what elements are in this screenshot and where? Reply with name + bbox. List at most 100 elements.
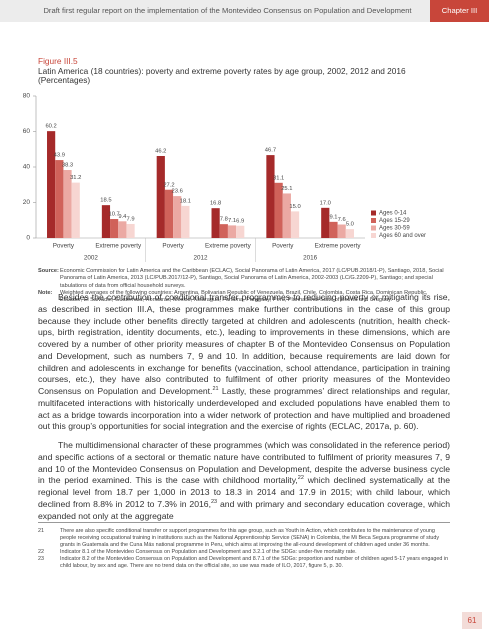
- bar: [266, 155, 275, 238]
- figure-label: Figure III.5: [38, 56, 78, 66]
- value-label: 25.1: [281, 186, 292, 192]
- footnote-ref: 21: [212, 386, 219, 393]
- bar: [282, 193, 291, 238]
- legend-swatch: [371, 233, 376, 238]
- y-tick-label: 0: [26, 235, 30, 242]
- group-label: 2016: [303, 255, 318, 262]
- footnote-number: 23: [38, 556, 44, 562]
- value-label: 16.8: [210, 201, 221, 207]
- x-tick-label: Extreme poverty: [315, 243, 362, 250]
- footnote-text: Indicator 8.2 of the Montevideo Consensu…: [60, 556, 449, 569]
- footnote-ref: 22: [297, 475, 304, 482]
- value-label: 31.1: [273, 175, 284, 181]
- value-label: 7.6: [338, 217, 346, 223]
- value-label: 23.6: [172, 189, 183, 195]
- bar: [219, 224, 228, 238]
- value-label: 18.5: [100, 198, 111, 204]
- bar: [110, 219, 119, 238]
- y-tick-label: 60: [23, 128, 31, 135]
- bar: [63, 170, 72, 238]
- x-tick-label: Poverty: [162, 243, 184, 250]
- y-tick-label: 80: [23, 93, 31, 100]
- y-tick-label: 20: [23, 199, 31, 206]
- bar: [156, 155, 165, 238]
- footnote: 22 Indicator 8.1 of the Montevideo Consen…: [38, 549, 450, 556]
- footnotes: 21 There are also specific conditional tr…: [38, 528, 450, 570]
- legend-label: Ages 30-59: [379, 226, 410, 232]
- note-text: Weighted averages of the following count…: [60, 289, 428, 304]
- bar: [345, 229, 354, 238]
- bar: [321, 207, 330, 238]
- x-tick-label: Extreme poverty: [205, 243, 252, 250]
- footnote-number: 22: [38, 549, 44, 555]
- value-label: 38.3: [62, 163, 73, 169]
- bar: [337, 224, 346, 238]
- group-label: 2012: [193, 255, 208, 262]
- value-label: 10.7: [109, 212, 120, 218]
- bar: [181, 205, 190, 238]
- value-label: 60.2: [45, 124, 56, 130]
- value-label: 43.9: [54, 153, 65, 159]
- paragraph-text: Lastly, these programmes’ direct relatio…: [38, 386, 451, 432]
- x-tick-label: Extreme poverty: [95, 243, 142, 250]
- value-label: 46.7: [265, 148, 276, 154]
- paragraph-text: Besides the contribution of conditional …: [38, 292, 450, 396]
- note-key: Source:: [38, 268, 59, 274]
- x-tick-label: Poverty: [53, 243, 75, 250]
- header-bar: [0, 0, 489, 22]
- value-label: 18.1: [180, 198, 191, 204]
- bar: [274, 182, 283, 238]
- footnote: 23 Indicator 8.2 of the Montevideo Consen…: [38, 556, 450, 570]
- x-tick-label: Poverty: [272, 243, 294, 250]
- legend-label: Ages 60 and over: [379, 233, 426, 239]
- value-label: 7.8: [220, 217, 228, 223]
- bar: [71, 182, 80, 238]
- legend-swatch: [371, 218, 376, 223]
- legend-swatch: [371, 210, 376, 216]
- value-label: 7.9: [127, 217, 135, 223]
- bar: [118, 221, 127, 238]
- paragraph-text: which declined systematically at the reg…: [38, 475, 450, 509]
- footnote-number: 21: [38, 528, 44, 534]
- footnote-ref: 23: [210, 498, 218, 505]
- legend-label: Ages 0-14: [379, 211, 407, 217]
- note-text: Economic Commission for Latin America an…: [60, 268, 444, 289]
- bar: [173, 196, 182, 238]
- group-label: 2002: [84, 255, 99, 262]
- figure-title: Latin America (18 countries): poverty an…: [38, 66, 406, 76]
- bar: [126, 223, 135, 238]
- header-title: Draft first regular report on the implem…: [43, 6, 412, 15]
- legend-label: Ages 15-29: [379, 218, 410, 224]
- footnote: 21 There are also specific conditional tr…: [38, 528, 450, 549]
- bar: [329, 221, 338, 238]
- note-row: Note: Weighted averages of the following …: [38, 290, 450, 305]
- legend-swatch: [371, 225, 376, 231]
- value-label: 31.2: [70, 175, 81, 181]
- bar: [164, 189, 174, 238]
- value-label: 9.1: [329, 214, 337, 220]
- bar: [211, 208, 220, 238]
- bar: [227, 225, 237, 238]
- figure-notes: Source: Economic Commission for Latin Ame…: [38, 268, 450, 304]
- footnote-rule: [38, 522, 450, 523]
- body-text: Besides the contribution of conditional …: [38, 292, 450, 529]
- value-label: 6.9: [236, 218, 244, 224]
- note-row: Source: Economic Commission for Latin Ame…: [38, 268, 450, 290]
- y-tick-label: 40: [23, 164, 31, 171]
- value-label: 27.2: [163, 182, 174, 188]
- bar: [55, 160, 64, 238]
- bar: [236, 225, 245, 238]
- bar: [101, 205, 111, 238]
- paragraph-text: and with primary and secondary education…: [38, 498, 450, 521]
- chart: 0 20 40 60 80 Poverty 60.2 43.9 38.3 31.2 Extreme …: [23, 93, 426, 262]
- value-label: 15.0: [289, 204, 300, 210]
- value-label: 17.0: [320, 200, 331, 206]
- value-label: 7.1: [228, 218, 236, 224]
- paragraph: Besides the contribution of conditional …: [38, 292, 450, 433]
- bar: [47, 131, 56, 238]
- note-key: Note:: [38, 289, 53, 296]
- value-label: 5.0: [346, 222, 354, 228]
- chapter-tab: Chapter III: [430, 0, 489, 22]
- value-label: 9.4: [118, 214, 127, 220]
